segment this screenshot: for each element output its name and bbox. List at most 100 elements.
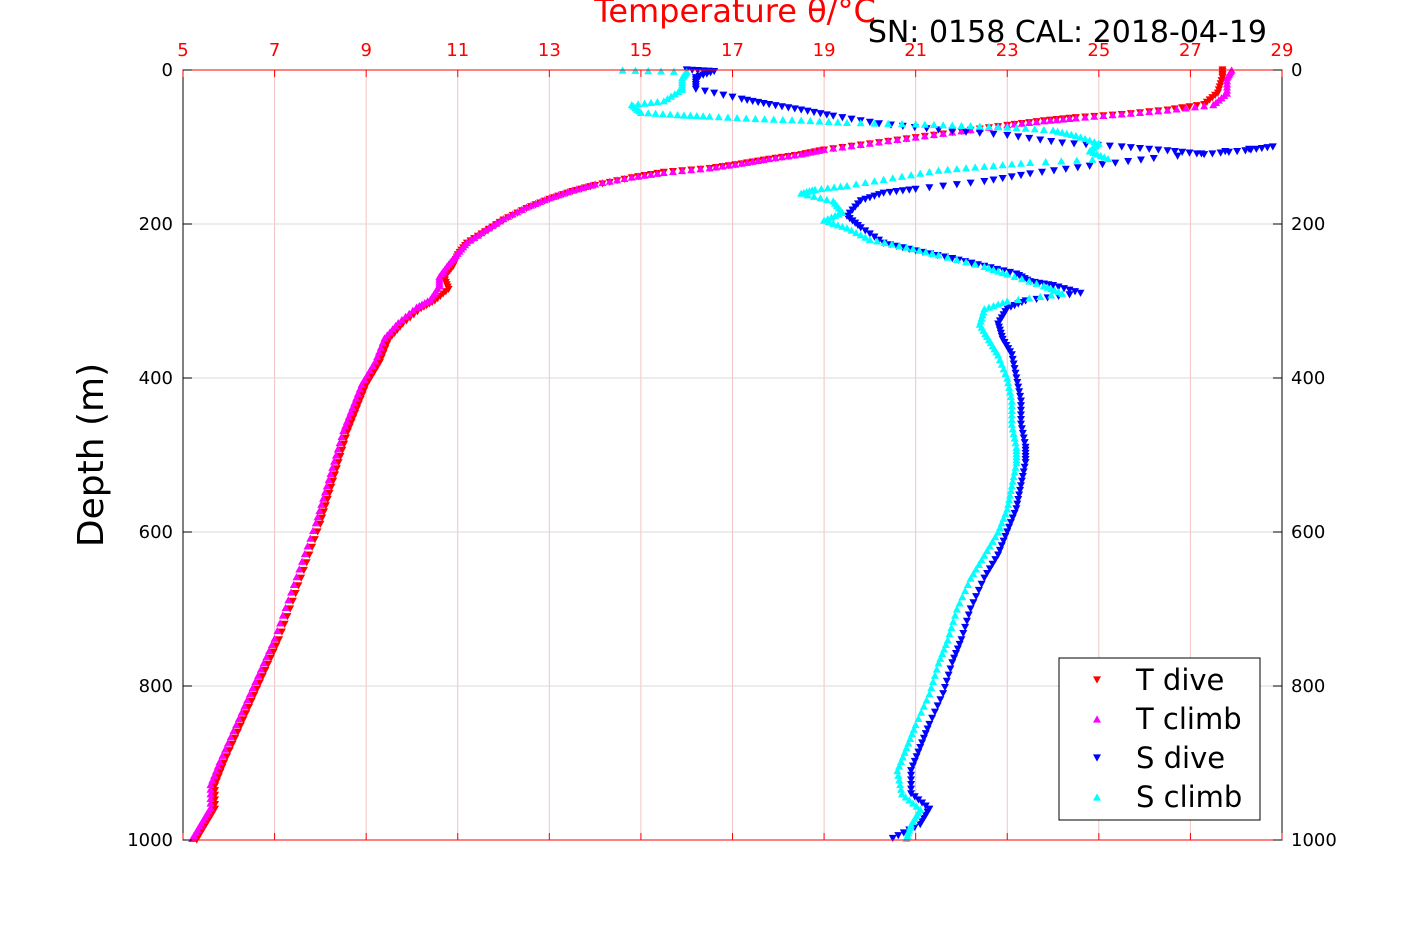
data-point bbox=[644, 67, 653, 75]
data-point bbox=[559, 189, 568, 197]
data-point bbox=[994, 528, 1003, 536]
data-point bbox=[401, 312, 410, 320]
data-point bbox=[957, 121, 966, 130]
data-point bbox=[299, 566, 308, 575]
data-point bbox=[838, 222, 847, 230]
data-point bbox=[1011, 463, 1020, 471]
data-point bbox=[322, 482, 331, 490]
data-point bbox=[1004, 379, 1013, 387]
data-point bbox=[266, 654, 275, 662]
data-point bbox=[1007, 402, 1016, 410]
data-point bbox=[823, 184, 832, 192]
legend-label: T climb bbox=[1135, 702, 1242, 736]
data-point bbox=[895, 776, 904, 784]
data-point bbox=[865, 230, 874, 238]
data-point bbox=[902, 134, 911, 142]
data-point bbox=[892, 188, 901, 196]
data-point bbox=[887, 240, 896, 248]
data-point bbox=[1185, 149, 1194, 157]
data-point bbox=[939, 690, 948, 698]
data-point bbox=[1003, 270, 1012, 278]
y-tick-label-right: 400 bbox=[1291, 368, 1325, 389]
data-point bbox=[934, 251, 943, 259]
data-point bbox=[1149, 154, 1158, 163]
data-point bbox=[678, 166, 687, 175]
x-tick-label: 29 bbox=[1271, 40, 1294, 61]
data-point bbox=[731, 160, 740, 168]
data-point bbox=[581, 182, 590, 191]
data-point bbox=[1019, 468, 1028, 476]
data-point bbox=[718, 162, 727, 170]
data-point bbox=[893, 767, 902, 775]
data-point bbox=[253, 685, 262, 693]
data-point bbox=[1178, 148, 1187, 156]
data-point bbox=[240, 702, 249, 710]
data-point bbox=[310, 536, 319, 544]
data-point bbox=[952, 605, 961, 613]
data-point bbox=[1085, 162, 1094, 170]
data-point bbox=[1072, 156, 1081, 164]
data-point bbox=[1163, 106, 1172, 114]
data-point bbox=[1041, 158, 1050, 166]
data-point bbox=[771, 154, 780, 162]
data-point bbox=[797, 106, 806, 114]
data-point bbox=[816, 110, 825, 118]
data-point bbox=[508, 210, 517, 218]
data-point bbox=[908, 762, 917, 770]
data-point bbox=[248, 683, 257, 692]
data-point bbox=[1181, 104, 1190, 112]
data-point bbox=[999, 537, 1008, 545]
data-point bbox=[1009, 429, 1018, 438]
data-point bbox=[699, 112, 708, 120]
data-point bbox=[572, 185, 581, 193]
data-point bbox=[950, 654, 959, 662]
data-point bbox=[769, 115, 778, 123]
data-point bbox=[1257, 144, 1266, 153]
data-point bbox=[383, 340, 392, 348]
data-point bbox=[1003, 297, 1012, 305]
data-point bbox=[886, 188, 895, 197]
data-point bbox=[1021, 459, 1030, 467]
data-point bbox=[870, 177, 879, 185]
data-point bbox=[313, 528, 322, 536]
data-point bbox=[966, 179, 975, 187]
data-point bbox=[1145, 107, 1154, 116]
data-point bbox=[531, 199, 540, 207]
data-point bbox=[952, 255, 961, 264]
data-point bbox=[517, 205, 526, 213]
data-point bbox=[919, 734, 928, 742]
data-point bbox=[1008, 425, 1017, 433]
data-point bbox=[251, 677, 260, 685]
data-point bbox=[994, 551, 1003, 559]
data-point bbox=[897, 785, 906, 793]
data-point bbox=[1018, 472, 1027, 481]
data-point bbox=[1010, 434, 1019, 442]
data-point bbox=[897, 790, 906, 798]
data-point bbox=[356, 395, 365, 404]
x-tick-label: 27 bbox=[1179, 40, 1202, 61]
data-point bbox=[1016, 486, 1025, 495]
data-point bbox=[888, 174, 897, 182]
data-point bbox=[206, 799, 215, 807]
data-point bbox=[1103, 154, 1112, 163]
data-point bbox=[1011, 439, 1020, 447]
data-point bbox=[806, 148, 815, 156]
data-point bbox=[865, 235, 874, 243]
data-point bbox=[911, 720, 920, 729]
data-point bbox=[1081, 134, 1090, 143]
data-point bbox=[412, 303, 421, 311]
data-point bbox=[810, 147, 819, 155]
data-point bbox=[1012, 374, 1021, 382]
data-point bbox=[333, 445, 342, 453]
data-point bbox=[856, 231, 865, 239]
data-point bbox=[332, 465, 341, 473]
data-point bbox=[1016, 159, 1025, 167]
data-point bbox=[377, 354, 386, 362]
data-point bbox=[865, 118, 874, 126]
data-point bbox=[1090, 112, 1099, 120]
data-point bbox=[255, 679, 264, 687]
data-point bbox=[397, 315, 406, 324]
data-point bbox=[964, 611, 973, 619]
data-point bbox=[1126, 144, 1135, 152]
